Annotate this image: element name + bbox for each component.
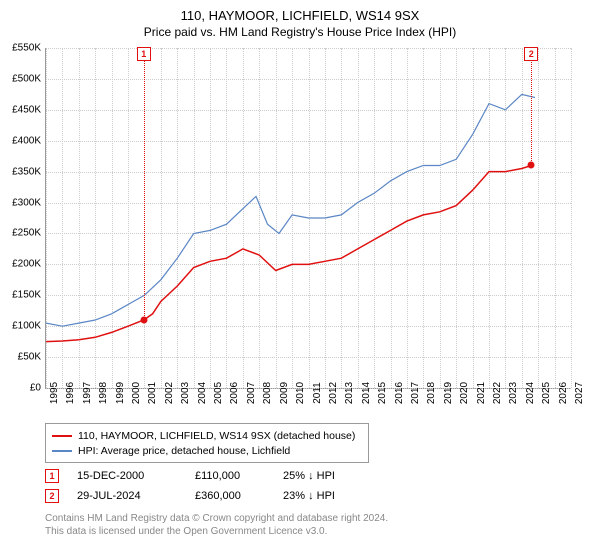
y-axis-label: £450K bbox=[1, 104, 41, 115]
marker-line bbox=[531, 48, 532, 165]
event-row: 2 29-JUL-2024 £360,000 23% ↓ HPI bbox=[45, 486, 373, 506]
gridline-v bbox=[571, 48, 572, 388]
legend-swatch bbox=[52, 435, 72, 437]
y-axis-label: £550K bbox=[1, 43, 41, 54]
y-axis-label: £150K bbox=[1, 290, 41, 301]
attribution-text: Contains HM Land Registry data © Crown c… bbox=[45, 512, 388, 538]
series-svg bbox=[46, 48, 571, 388]
chart-subtitle: Price paid vs. HM Land Registry's House … bbox=[0, 23, 600, 39]
attribution-line: Contains HM Land Registry data © Crown c… bbox=[45, 512, 388, 525]
y-axis-label: £100K bbox=[1, 321, 41, 332]
marker-box-icon: 2 bbox=[524, 47, 538, 61]
legend-item: 110, HAYMOOR, LICHFIELD, WS14 9SX (detac… bbox=[52, 428, 362, 443]
event-date: 29-JUL-2024 bbox=[77, 490, 177, 502]
event-pct: 25% ↓ HPI bbox=[283, 470, 373, 482]
y-axis-label: £250K bbox=[1, 228, 41, 239]
legend-label: 110, HAYMOOR, LICHFIELD, WS14 9SX (detac… bbox=[78, 430, 355, 442]
plot-area: £0£50K£100K£150K£200K£250K£300K£350K£400… bbox=[45, 48, 571, 389]
event-row: 1 15-DEC-2000 £110,000 25% ↓ HPI bbox=[45, 466, 373, 486]
x-axis-label: 2027 bbox=[574, 382, 585, 404]
y-axis-label: £50K bbox=[1, 352, 41, 363]
y-axis-label: £500K bbox=[1, 73, 41, 84]
y-axis-label: £350K bbox=[1, 166, 41, 177]
marker-dot-icon bbox=[140, 317, 147, 324]
events-table: 1 15-DEC-2000 £110,000 25% ↓ HPI 2 29-JU… bbox=[45, 466, 373, 506]
y-axis-label: £0 bbox=[1, 383, 41, 394]
legend-item: HPI: Average price, detached house, Lich… bbox=[52, 443, 362, 458]
event-pct: 23% ↓ HPI bbox=[283, 490, 373, 502]
y-axis-label: £200K bbox=[1, 259, 41, 270]
event-marker-icon: 2 bbox=[45, 489, 59, 503]
series-line-hpi bbox=[46, 94, 535, 326]
marker-line bbox=[144, 48, 145, 320]
chart-title: 110, HAYMOOR, LICHFIELD, WS14 9SX bbox=[0, 0, 600, 23]
legend: 110, HAYMOOR, LICHFIELD, WS14 9SX (detac… bbox=[45, 423, 369, 463]
attribution-line: This data is licensed under the Open Gov… bbox=[45, 525, 388, 538]
event-price: £360,000 bbox=[195, 490, 265, 502]
event-date: 15-DEC-2000 bbox=[77, 470, 177, 482]
event-price: £110,000 bbox=[195, 470, 265, 482]
marker-dot-icon bbox=[528, 162, 535, 169]
y-axis-label: £300K bbox=[1, 197, 41, 208]
y-axis-label: £400K bbox=[1, 135, 41, 146]
event-marker-icon: 1 bbox=[45, 469, 59, 483]
legend-swatch bbox=[52, 450, 72, 452]
marker-box-icon: 1 bbox=[137, 47, 151, 61]
legend-label: HPI: Average price, detached house, Lich… bbox=[78, 445, 290, 457]
series-line-price_paid bbox=[46, 166, 531, 342]
